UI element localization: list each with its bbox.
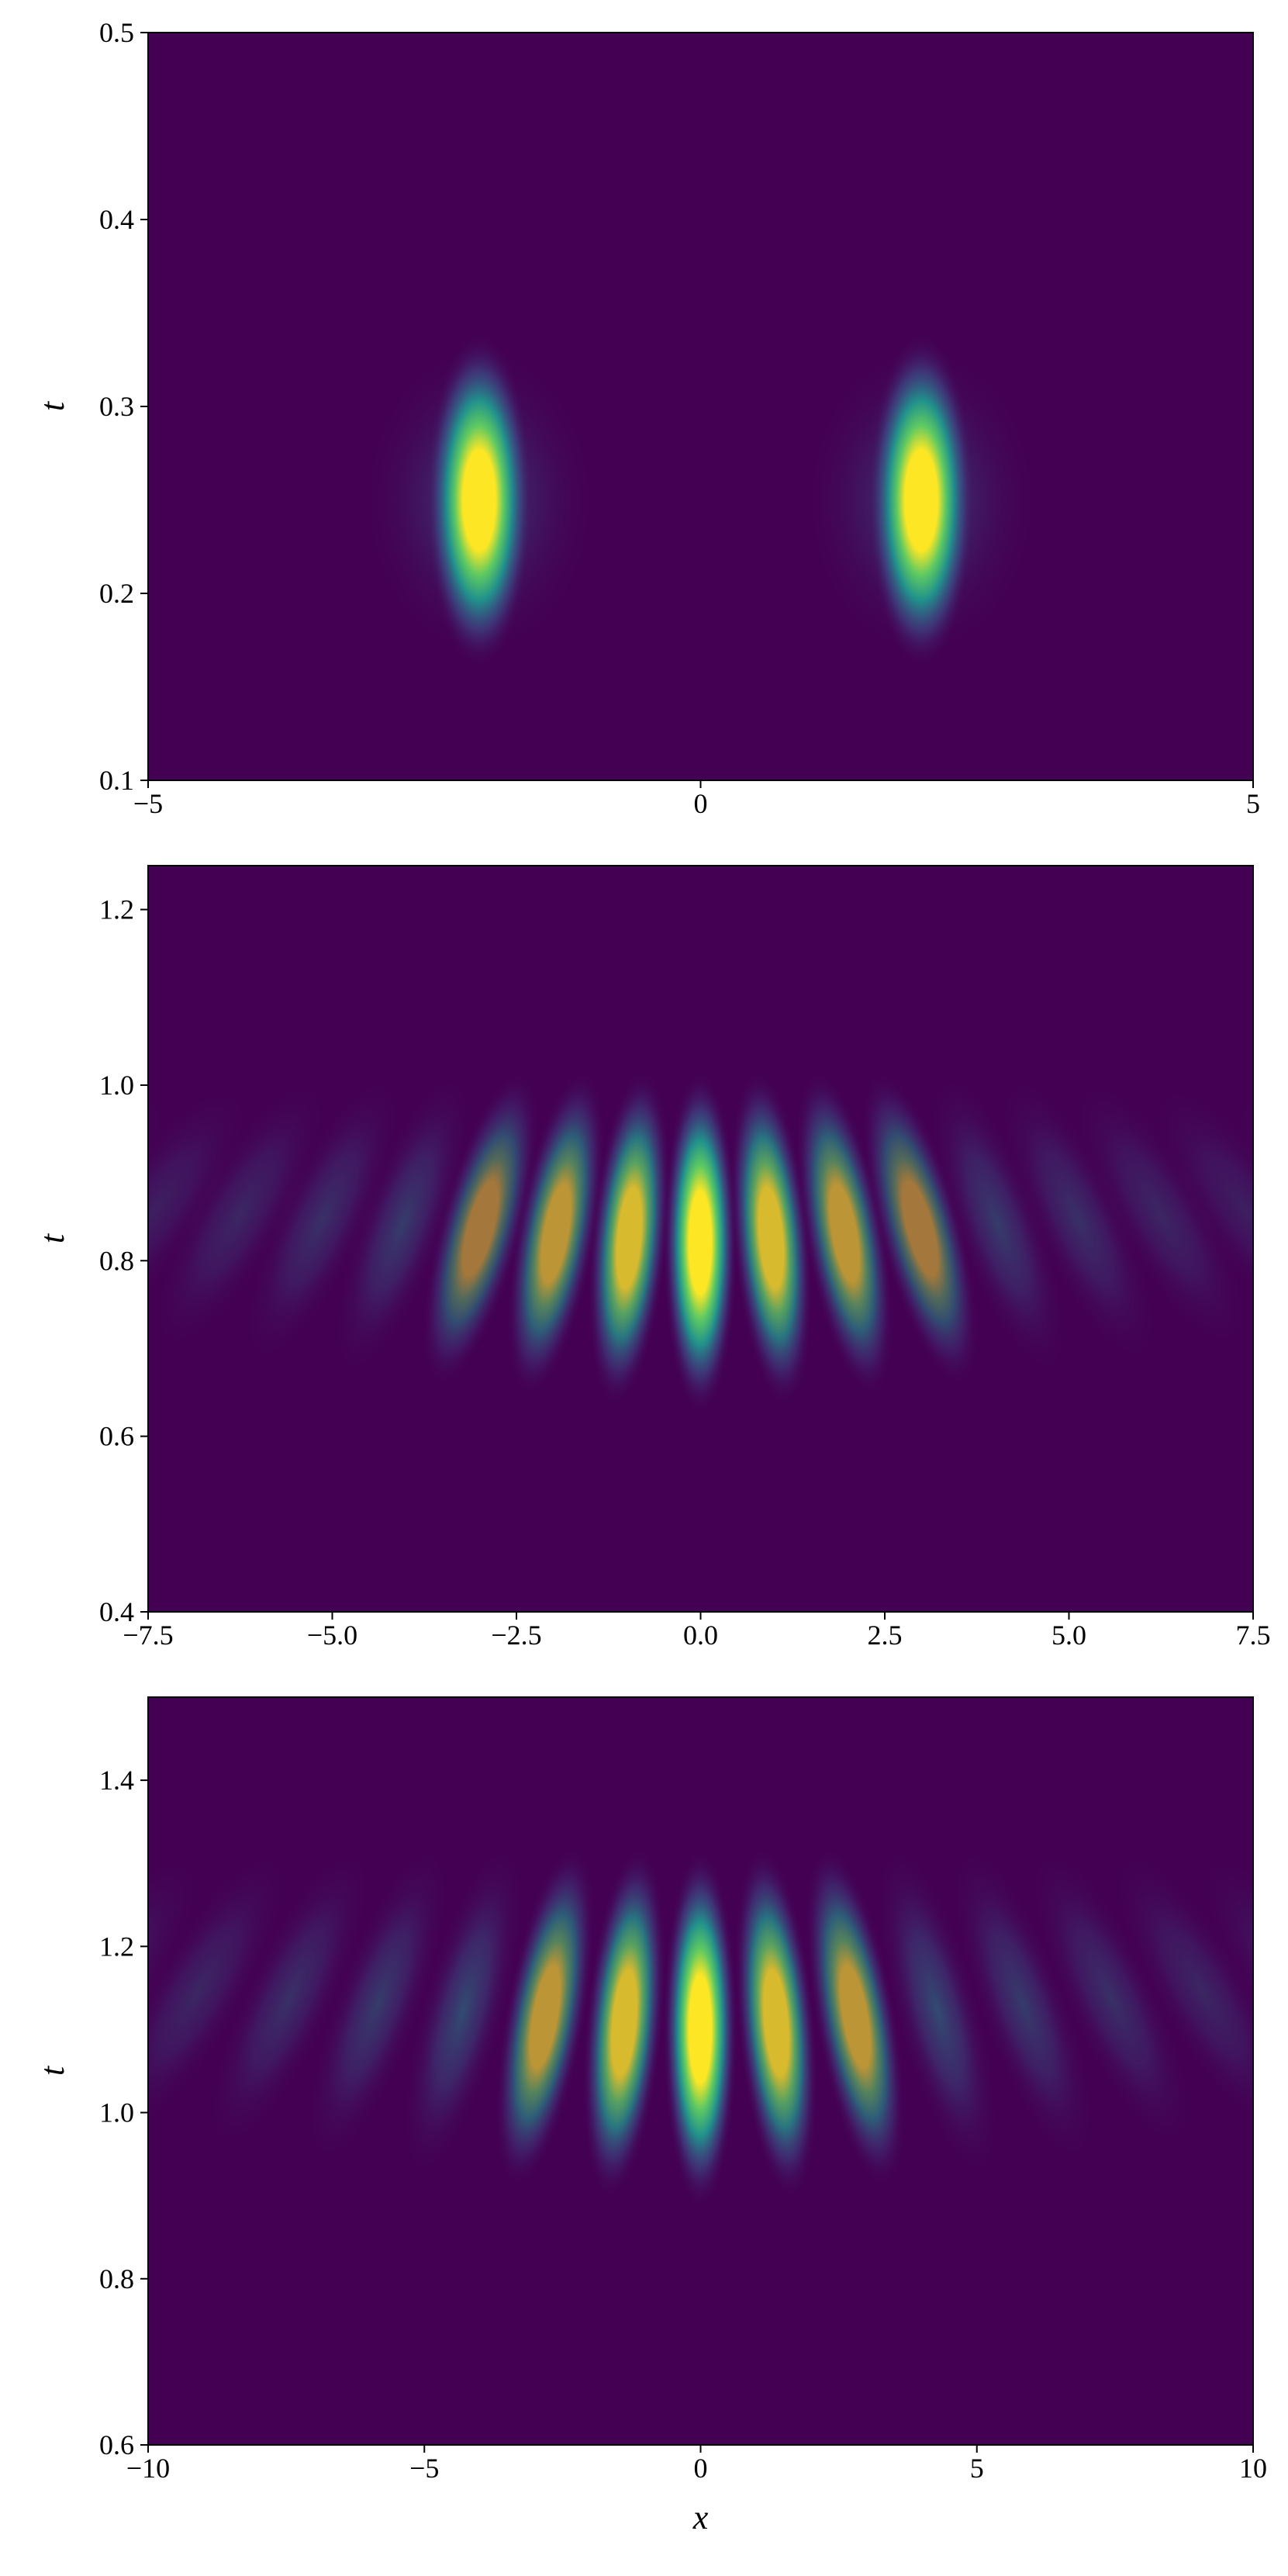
- heatmap: [148, 866, 1253, 1612]
- x-tick-label: 5.0: [1051, 1620, 1086, 1651]
- x-tick-label: −2.5: [491, 1620, 541, 1651]
- stripe: [307, 1847, 448, 2162]
- x-tick-label: 0.0: [683, 1620, 718, 1651]
- heatmap: [0, 1697, 1288, 2445]
- y-tick-label: 1.2: [99, 1931, 134, 1962]
- stripe: [734, 1848, 818, 2198]
- y-tick-label: 0.4: [99, 204, 134, 235]
- x-tick-label: 10: [1239, 2453, 1267, 2484]
- stripe: [952, 1847, 1093, 2162]
- x-tick-label: 7.5: [1236, 1620, 1271, 1651]
- heatmap: [148, 33, 1253, 780]
- x-tick-label: −5: [409, 2453, 439, 2484]
- x-tick-label: 0: [694, 788, 708, 819]
- stripe: [148, 1084, 249, 1336]
- x-axis-label: x: [692, 2498, 709, 2536]
- stripe: [878, 1846, 997, 2175]
- stripe: [730, 1070, 813, 1406]
- x-tick-label: 2.5: [868, 1620, 903, 1651]
- stripe: [1259, 1830, 1288, 2129]
- y-tick-label: 0.8: [99, 1245, 134, 1276]
- stripe: [506, 1071, 606, 1395]
- y-tick-label: 0.2: [99, 578, 134, 609]
- y-tick-label: 0.6: [99, 2429, 134, 2460]
- stripe: [1113, 1852, 1253, 2132]
- stripe: [663, 1851, 737, 2208]
- stripe: [148, 1854, 202, 2118]
- y-axis-label: t: [33, 2065, 71, 2076]
- y-tick-label: 0.3: [99, 391, 134, 422]
- x-tick-label: −10: [126, 2453, 170, 2484]
- y-tick-label: 0.5: [99, 17, 134, 48]
- y-tick-label: 0.8: [99, 2263, 134, 2294]
- stripe: [403, 1846, 523, 2175]
- stripe: [244, 1077, 400, 1361]
- stripe: [582, 1848, 666, 2198]
- stripe: [1000, 1077, 1156, 1361]
- x-tick-label: 0: [694, 2453, 708, 2484]
- x-tick-label: 5: [1246, 788, 1260, 819]
- stripe: [1075, 1081, 1247, 1349]
- stripe: [930, 1074, 1066, 1374]
- stripe: [805, 1847, 906, 2187]
- y-tick-label: 0.1: [99, 765, 134, 796]
- stripe: [663, 1072, 737, 1413]
- stripe: [0, 1830, 142, 2129]
- stripe: [154, 1081, 326, 1349]
- stripe: [209, 1849, 370, 2147]
- y-tick-label: 0.4: [99, 1596, 134, 1627]
- stripe: [588, 1070, 671, 1406]
- x-tick-label: 5: [970, 2453, 984, 2484]
- stripe: [1031, 1849, 1192, 2147]
- y-tick-label: 1.0: [99, 1070, 134, 1101]
- stripe: [148, 1852, 288, 2132]
- stripe: [795, 1071, 894, 1395]
- y-axis-label: t: [33, 400, 71, 411]
- y-tick-label: 1.2: [99, 894, 134, 925]
- y-tick-label: 0.6: [99, 1421, 134, 1452]
- x-tick-label: −5.0: [307, 1620, 357, 1651]
- blob: [425, 334, 534, 667]
- blob: [867, 334, 975, 667]
- x-tick-label: −5: [133, 788, 163, 819]
- heatmap-background: [148, 33, 1253, 780]
- stripe: [495, 1847, 596, 2187]
- stripe: [1199, 1854, 1253, 2118]
- stripe: [862, 1072, 979, 1385]
- stripe: [422, 1072, 539, 1385]
- stripe: [334, 1074, 471, 1374]
- y-axis-label: t: [33, 1233, 71, 1243]
- x-tick-label: −7.5: [123, 1620, 173, 1651]
- stripe: [1152, 1084, 1253, 1336]
- y-tick-label: 1.0: [99, 2097, 134, 2128]
- y-tick-label: 1.4: [99, 1765, 134, 1796]
